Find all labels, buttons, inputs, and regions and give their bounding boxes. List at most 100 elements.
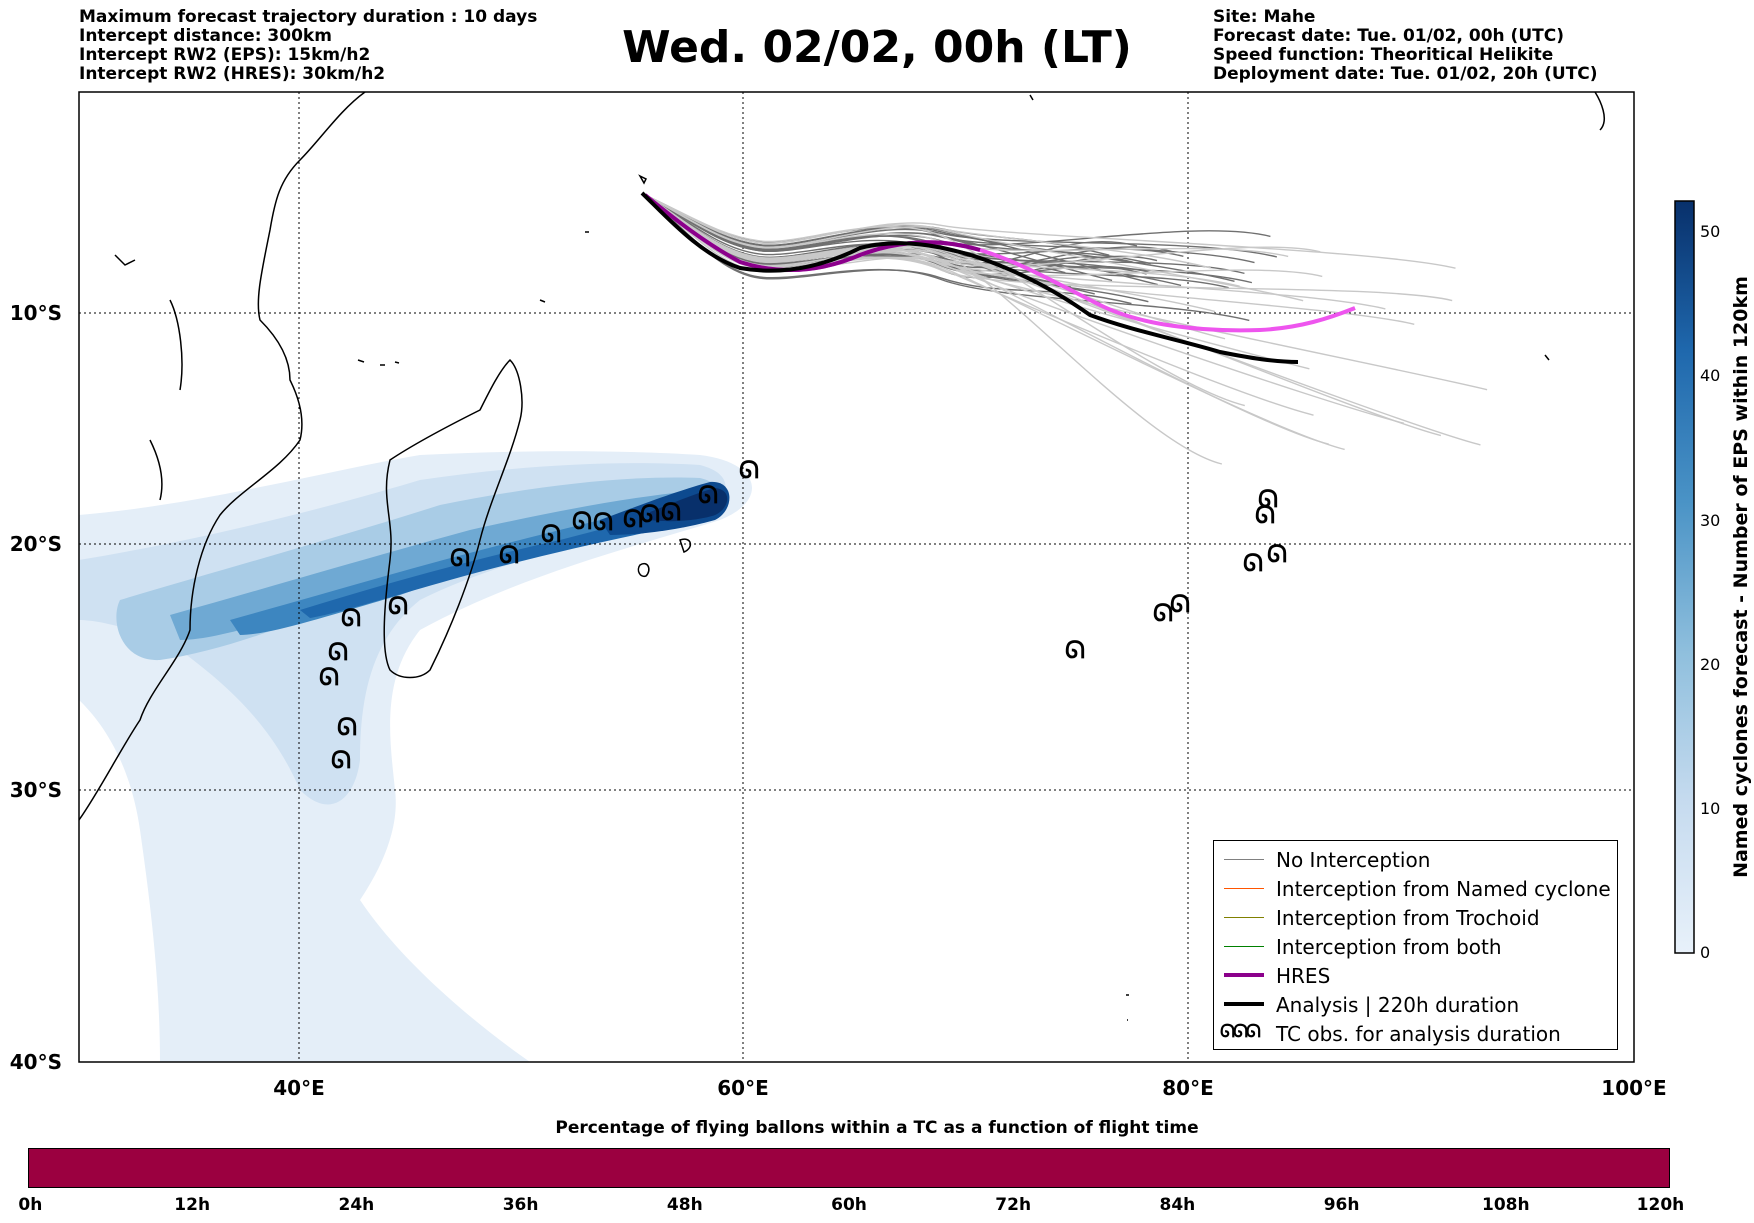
tc-observation-icon: ᘏ [1153,599,1173,627]
header-intercept-eps: Intercept RW2 (EPS): 15km/h2 [79,45,371,65]
eps-member-trajectory [644,194,1147,275]
lon-tick-100e: 100°E [1601,1076,1666,1100]
eps-member-trajectory [644,194,1386,310]
colorbar-label: Named cyclones forecast - Number of EPS … [1730,276,1752,878]
map-title: Wed. 02/02, 00h (LT) [622,22,1132,73]
tc-observation-icon: ᘏ [1267,540,1287,568]
colorbar-tick-20: 20 [1700,655,1720,674]
header-speed-function: Speed function: Theoritical Helikite [1213,45,1554,65]
comoros-islands [357,359,400,366]
header-site: Site: Mahe [1213,7,1316,27]
lat-tick-30s: 30°S [10,778,62,802]
legend-item-named-cyclone: Interception from Named cyclone [1214,874,1617,903]
header-intercept-hres: Intercept RW2 (HRES): 30km/h2 [79,64,386,84]
seychelles-islands [539,174,648,303]
colorbar-tick-30: 30 [1700,511,1720,530]
header-intercept-distance: Intercept distance: 300km [79,26,332,46]
tc-observation-icon: ᘏ [1243,549,1263,577]
tc-observation-icon: ᘏ [1170,590,1190,618]
legend-item-analysis: Analysis | 220h duration [1214,990,1617,1019]
lon-tick-80e: 80°E [1162,1076,1214,1100]
legend-label-named-cyclone: Interception from Named cyclone [1276,877,1611,901]
legend-label-analysis: Analysis | 220h duration [1276,993,1520,1017]
tc-observation-icon: ᘏ [739,456,759,484]
time-bar-tick: 72h [995,1195,1032,1215]
tc-observation-icon: ᘏ [593,508,613,536]
time-bar [28,1148,1670,1188]
legend-item-no-interception: No Interception [1214,845,1617,874]
lon-tick-60e: 60°E [717,1076,769,1100]
tc-observation-icon: ᘏ [698,481,718,509]
time-bar-tick: 84h [1159,1195,1196,1215]
lat-tick-40s: 40°S [10,1050,62,1074]
legend-swatch-hres [1224,973,1264,977]
legend-label-both: Interception from both [1276,935,1502,959]
time-bar-tick: 36h [502,1195,539,1215]
tc-observation-icon: ᘏ [331,746,351,774]
eps-member-trajectory [644,194,1456,269]
time-bar-tick: 108h [1482,1195,1530,1215]
east-africa-lakes [114,254,183,501]
tc-observation-icon: ᘏ [319,663,339,691]
legend-item-both: Interception from both [1214,932,1617,961]
eps-member-trajectory [644,194,1329,445]
time-bar-tick: 48h [666,1195,703,1215]
map-frame [78,91,1635,1063]
tc-observation-icon: ᘏ [640,500,660,528]
tc-observation-icon: ᘏ [337,713,357,741]
legend-label-tc-obs: TC obs. for analysis duration [1276,1022,1561,1046]
tc-observation-icon: ᘏ [541,520,561,548]
tc-observation-icon: ᘏ [661,498,681,526]
analysis-trajectory [640,191,1299,364]
mauritius-island [637,563,650,578]
tc-observation-icon: ᘏ [1258,485,1278,513]
legend-item-tc-obs: ᘏᘏᘏ TC obs. for analysis duration [1214,1019,1617,1048]
tc-observation-icon: ᘏ [450,544,470,572]
tc-symbol-icon: ᘏᘏᘏ [1220,1021,1261,1042]
eps-member-trajectory [644,194,1271,252]
time-bar-tick: 0h [18,1195,43,1215]
time-bar-tick: 12h [174,1195,211,1215]
header-forecast-date: Forecast date: Tue. 01/02, 00h (UTC) [1213,26,1564,46]
tc-observation-icon: ᘏ [388,592,408,620]
legend-swatch-olive [1224,917,1264,918]
header-trajectory-duration: Maximum forecast trajectory duration : 1… [79,7,538,27]
tc-observation-icon: ᘏ [341,604,361,632]
africa-coast [79,92,366,821]
legend-label-trochoid: Interception from Trochoid [1276,906,1540,930]
legend-swatch-orange [1224,888,1264,889]
legend-item-trochoid: Interception from Trochoid [1214,903,1617,932]
colorbar-tick-50: 50 [1700,222,1720,241]
tc-observation-icon: ᘏ [328,638,348,666]
tc-observation-icon: ᘏ [572,507,592,535]
tc-observation-icon: ᘏ [623,505,643,533]
time-bar-tick: 24h [338,1195,375,1215]
time-bar-tick: 60h [831,1195,867,1215]
colorbar-gradient [1674,200,1695,954]
colorbar-ticks: 0 10 20 30 40 50 [1700,222,1720,962]
lat-tick-10s: 10°S [10,301,62,325]
time-bar-tick: 120h [1636,1195,1685,1215]
legend-swatch-analysis [1224,1002,1264,1006]
ne-island-chain [1029,92,1605,1021]
eps-density-field [79,451,753,1062]
eps-member-trajectory [644,194,1488,391]
tc-observation-icon: ᘏ [1065,636,1085,664]
colorbar-tick-40: 40 [1700,366,1720,385]
colorbar-tick-10: 10 [1700,799,1720,818]
coastlines [79,92,1605,1021]
time-bar-tick: 96h [1323,1195,1360,1215]
header-right-info: Site: Mahe Forecast date: Tue. 01/02, 00… [1213,8,1598,84]
tc-observation-icon: ᘏ [499,541,519,569]
lon-tick-40e: 40°E [273,1076,325,1100]
legend-label-no-interception: No Interception [1276,848,1431,872]
legend-swatch-gray [1224,859,1264,860]
tc-observation-icon: ᘏ [1255,501,1275,529]
colorbar-tick-0: 0 [1700,943,1710,962]
header-deployment-date: Deployment date: Tue. 01/02, 20h (UTC) [1213,64,1598,84]
header-left-info: Maximum forecast trajectory duration : 1… [79,8,537,84]
lat-tick-20s: 20°S [10,532,62,556]
